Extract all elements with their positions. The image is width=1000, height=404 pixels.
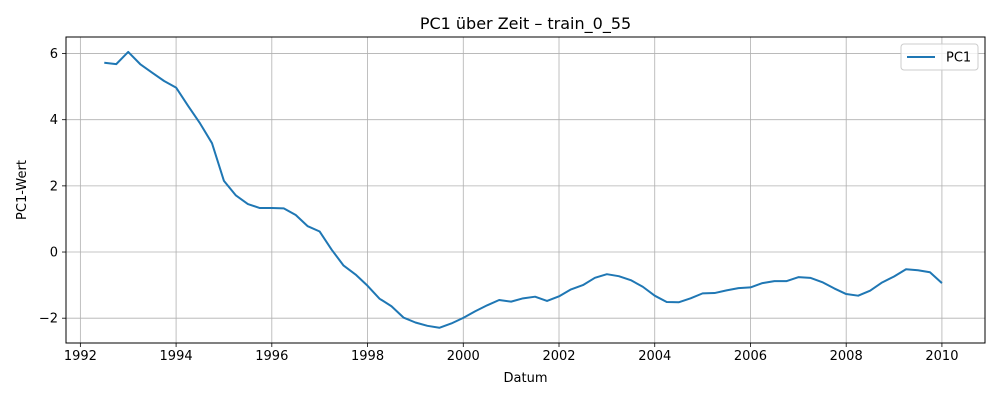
x-tick-label: 1992 xyxy=(64,349,97,364)
y-axis: −2 0 2 4 6 xyxy=(39,47,66,327)
legend-label: PC1 xyxy=(946,51,971,66)
legend: PC1 xyxy=(900,43,979,71)
x-tick-label: 2006 xyxy=(734,349,767,364)
x-tick-label: 1996 xyxy=(255,349,288,364)
chart-title: PC1 über Zeit – train_0_55 xyxy=(420,14,631,34)
y-tick-label: 6 xyxy=(50,47,58,62)
y-tick-label: 0 xyxy=(50,246,58,261)
x-tick-label: 1994 xyxy=(160,349,193,364)
y-tick-label: −2 xyxy=(39,312,58,327)
y-axis-label: PC1-Wert xyxy=(15,160,30,220)
x-axis-label: Datum xyxy=(504,371,548,386)
plot-frame xyxy=(65,36,986,344)
grid-layer xyxy=(66,37,985,343)
x-tick-label: 2010 xyxy=(925,349,958,364)
legend-box xyxy=(900,43,979,71)
x-tick-label: 2002 xyxy=(542,349,575,364)
x-tick-label: 2000 xyxy=(447,349,480,364)
x-tick-label: 2008 xyxy=(830,349,863,364)
y-tick-label: 2 xyxy=(50,179,58,194)
x-tick-label: 1998 xyxy=(351,349,384,364)
x-axis: 1992 1994 1996 1998 2000 2002 2004 2006 2008 2010 xyxy=(64,343,958,364)
x-tick-label: 2004 xyxy=(638,349,671,364)
y-tick-label: 4 xyxy=(50,113,58,128)
series-line-pc1 xyxy=(104,50,943,329)
series-layer xyxy=(104,50,943,329)
